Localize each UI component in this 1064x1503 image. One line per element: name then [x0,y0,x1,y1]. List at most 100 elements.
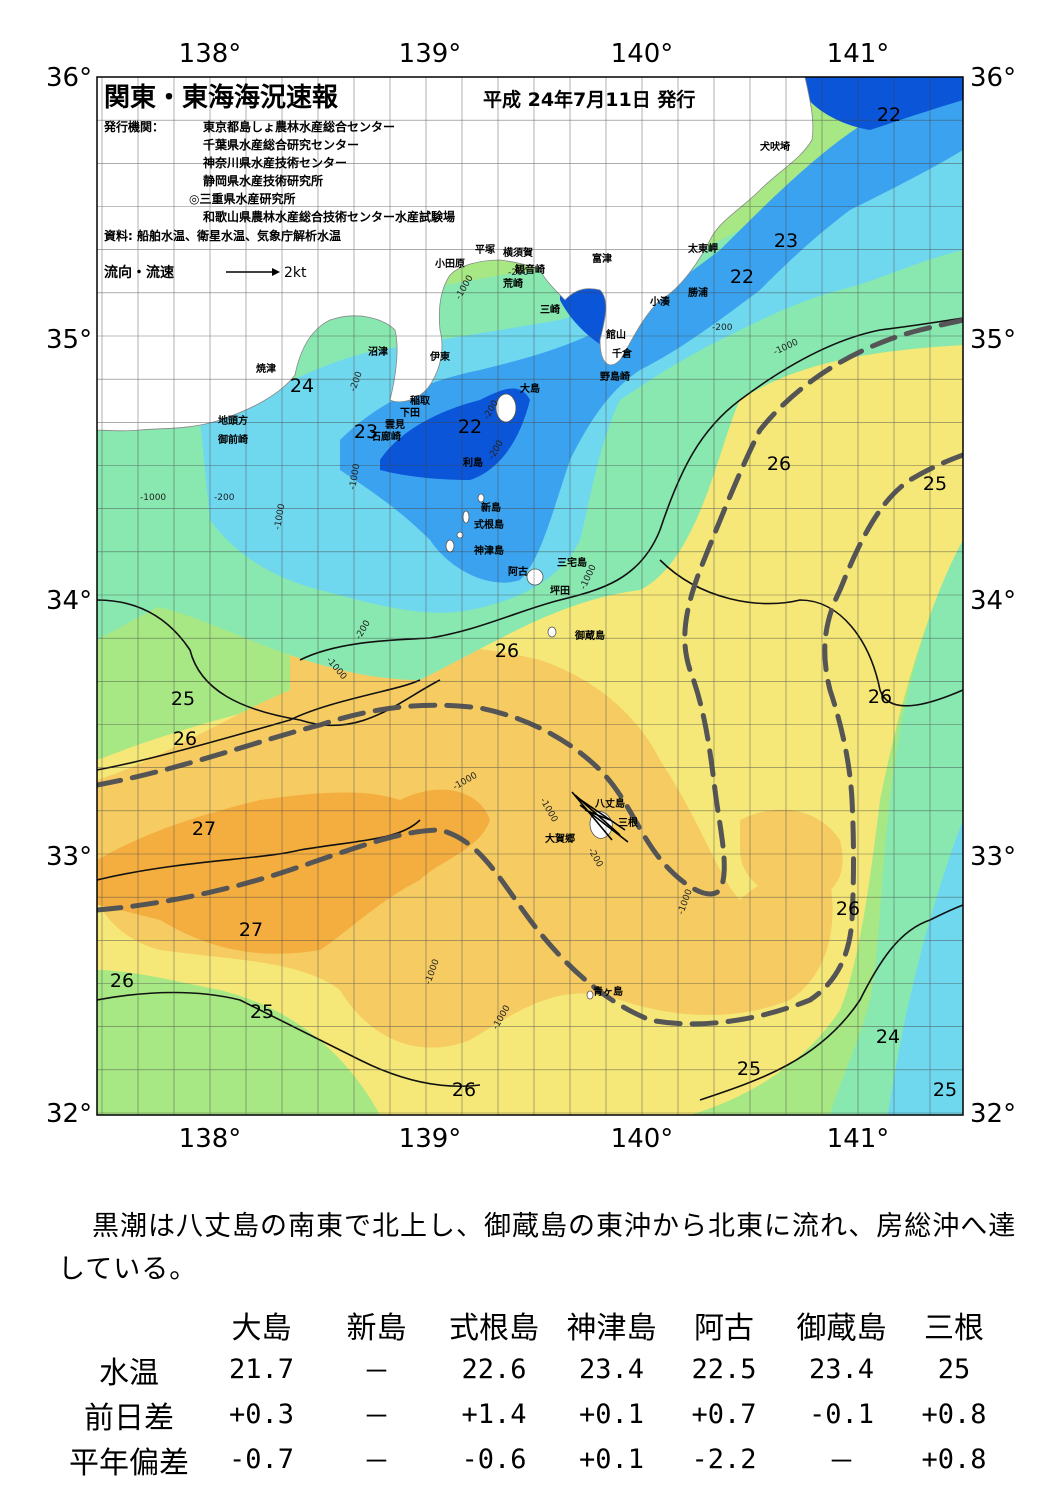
zone-21-northeast [805,77,963,130]
table-cell: -2.2 [691,1444,757,1475]
table-cell: +0.7 [691,1399,757,1430]
place-label: 下田 [400,407,420,419]
place-label: 焼津 [256,362,276,375]
place-label: 石廊崎 [370,430,401,443]
isotherm-label: 25 [737,1058,761,1080]
place-label: 小湊 [649,295,671,308]
table-cell: +0.3 [228,1399,295,1430]
depth-label: -200 [508,268,529,278]
table-cell: 23.4 [578,1354,645,1385]
place-label: 三宅島 [557,556,587,569]
lon-label-bottom: 139° [399,1124,462,1154]
lat-label-left: 32° [46,1099,92,1129]
lat-label-left: 33° [46,842,92,872]
isotherm-label: 26 [767,453,791,475]
publisher-item: 和歌山県農林水産総合技術センター水産試験場 [202,209,455,224]
current-vectors [571,791,629,843]
table-cell: － [363,1357,390,1388]
lat-label-right: 36° [970,63,1016,93]
depth-label: -200 [712,323,733,333]
zone-21-sagami [380,388,530,480]
isotherm-label: 24 [876,1026,900,1048]
column-header: 新島 [346,1310,407,1346]
kuroshio-axis [97,317,963,1027]
isotherm-25-west [97,599,441,727]
isotherm-label: 25 [923,473,947,495]
place-label: 利島 [463,456,483,469]
place-label: 式根島 [474,518,504,531]
axis-labels: 138° 139° 140° 141° 138° 139° 140° 141° [179,39,890,1154]
place-label: 神津島 [474,544,504,557]
temperature-field [97,77,963,1115]
table-cell: +0.1 [578,1444,645,1475]
place-label: 三根 [618,816,638,829]
publisher-item: 千葉県水産総合研究センター [203,137,359,152]
place-label: 観音崎 [515,263,545,276]
isotherm-label: 26 [452,1079,476,1101]
publisher-item: 神奈川県水産技術センター [203,155,347,170]
data-source: 資料: 船舶水温、衛星水温、気象庁解析水温 [104,228,341,243]
summary-text: 黒潮は八丈島の南東で北上し、御蔵島の東沖から北東に流れ、房総沖へ達している。 [58,1205,1018,1291]
table-cell: 25 [937,1354,971,1385]
isotherm-label: 24 [290,375,314,397]
isotherm-label: 23 [354,421,378,443]
table-cell: － [363,1402,390,1433]
table-corner [54,1302,204,1347]
island-shikinejima [456,531,464,539]
zone-27 [97,789,490,954]
column-header: 大島 [231,1310,292,1346]
isotherm-label: 25 [171,688,195,710]
place-label: 千倉 [612,347,633,360]
table-header-row: 大島 新島 式根島 神津島 阿古 御蔵島 三根 [54,1302,1004,1347]
lat-label-right: 35° [970,325,1016,355]
column-header: 神津島 [566,1310,657,1346]
publisher-label: 発行機関： [103,119,164,134]
isotherm-label: 25 [933,1079,957,1101]
land-honshu [97,77,814,432]
kuroshio-main [97,317,963,897]
lat-labels: 36° 35° 34° 33° 32° 36° 35° 34° 33° 32° [46,63,1016,1129]
table-cell: － [363,1447,390,1478]
place-label: 小田原 [434,257,465,270]
place-label: 大島 [520,382,540,395]
place-label: 横須賀 [503,246,533,259]
map-frame [96,76,964,1116]
isotherm-label: 22 [877,104,901,126]
isotherm-label: 22 [458,416,482,438]
table-cell: -0.1 [808,1399,875,1430]
table-row: 前日差 +0.3 － +1.4 +0.1 +0.7 -0.1 +0.8 [54,1392,1004,1437]
island-oshima [495,393,517,423]
sea-temperature-map: 138° 139° 140° 141° 138° 139° 140° 141° … [46,39,1016,1154]
lat-label-left: 34° [46,586,92,616]
place-label: 犬吠埼 [760,140,790,153]
isotherm-label: 25 [250,1001,274,1023]
lon-label-top: 140° [611,39,674,69]
isotherm-26-west [97,679,421,771]
place-label: 坪田 [550,584,570,597]
island-mikurajima [547,626,557,638]
lon-label-top: 141° [827,39,890,69]
current-arrow [571,791,613,841]
table-cell: +0.8 [921,1399,987,1430]
table-row: 水温 21.7 － 22.6 23.4 22.5 23.4 25 [54,1347,1004,1392]
island-niijima [462,510,470,524]
lon-label-bottom: 140° [611,1124,674,1154]
issue-date: 平成 24年7月11日 発行 [483,88,695,111]
depth-label: -1000 [273,503,287,531]
legend-arrowhead-icon [272,268,280,276]
lat-label-left: 35° [46,325,92,355]
zone-25-southwest [97,996,380,1115]
legend-scale: 2kt [284,265,307,281]
place-label: 御蔵島 [574,629,605,642]
lon-label-bottom: 138° [179,1124,242,1154]
map-title: 関東・東海海況速報 [104,83,339,113]
kuroshio-branch [97,452,963,1027]
island-kozushima [445,539,455,553]
place-label: 平塚 [475,243,495,256]
table-cell: -0.7 [228,1444,295,1475]
current-arrow [577,797,626,831]
isotherm-label: 26 [836,898,860,920]
summary-body: 黒潮は八丈島の南東で北上し、御蔵島の東沖から北東に流れ、房総沖へ達している。 [58,1211,1017,1285]
island-miyakejima [526,568,544,586]
place-label: 三崎 [540,303,560,316]
